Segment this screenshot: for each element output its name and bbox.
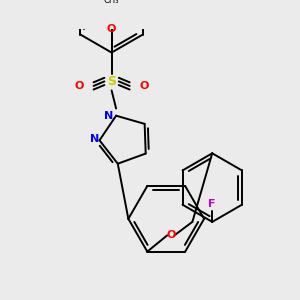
- Text: N: N: [90, 134, 100, 143]
- Text: F: F: [208, 199, 216, 209]
- Text: O: O: [74, 81, 84, 91]
- Text: CH₃: CH₃: [104, 0, 119, 5]
- Text: O: O: [107, 24, 116, 34]
- Text: O: O: [167, 230, 176, 240]
- Text: O: O: [140, 81, 149, 91]
- Text: S: S: [107, 75, 116, 88]
- Text: N: N: [104, 111, 113, 121]
